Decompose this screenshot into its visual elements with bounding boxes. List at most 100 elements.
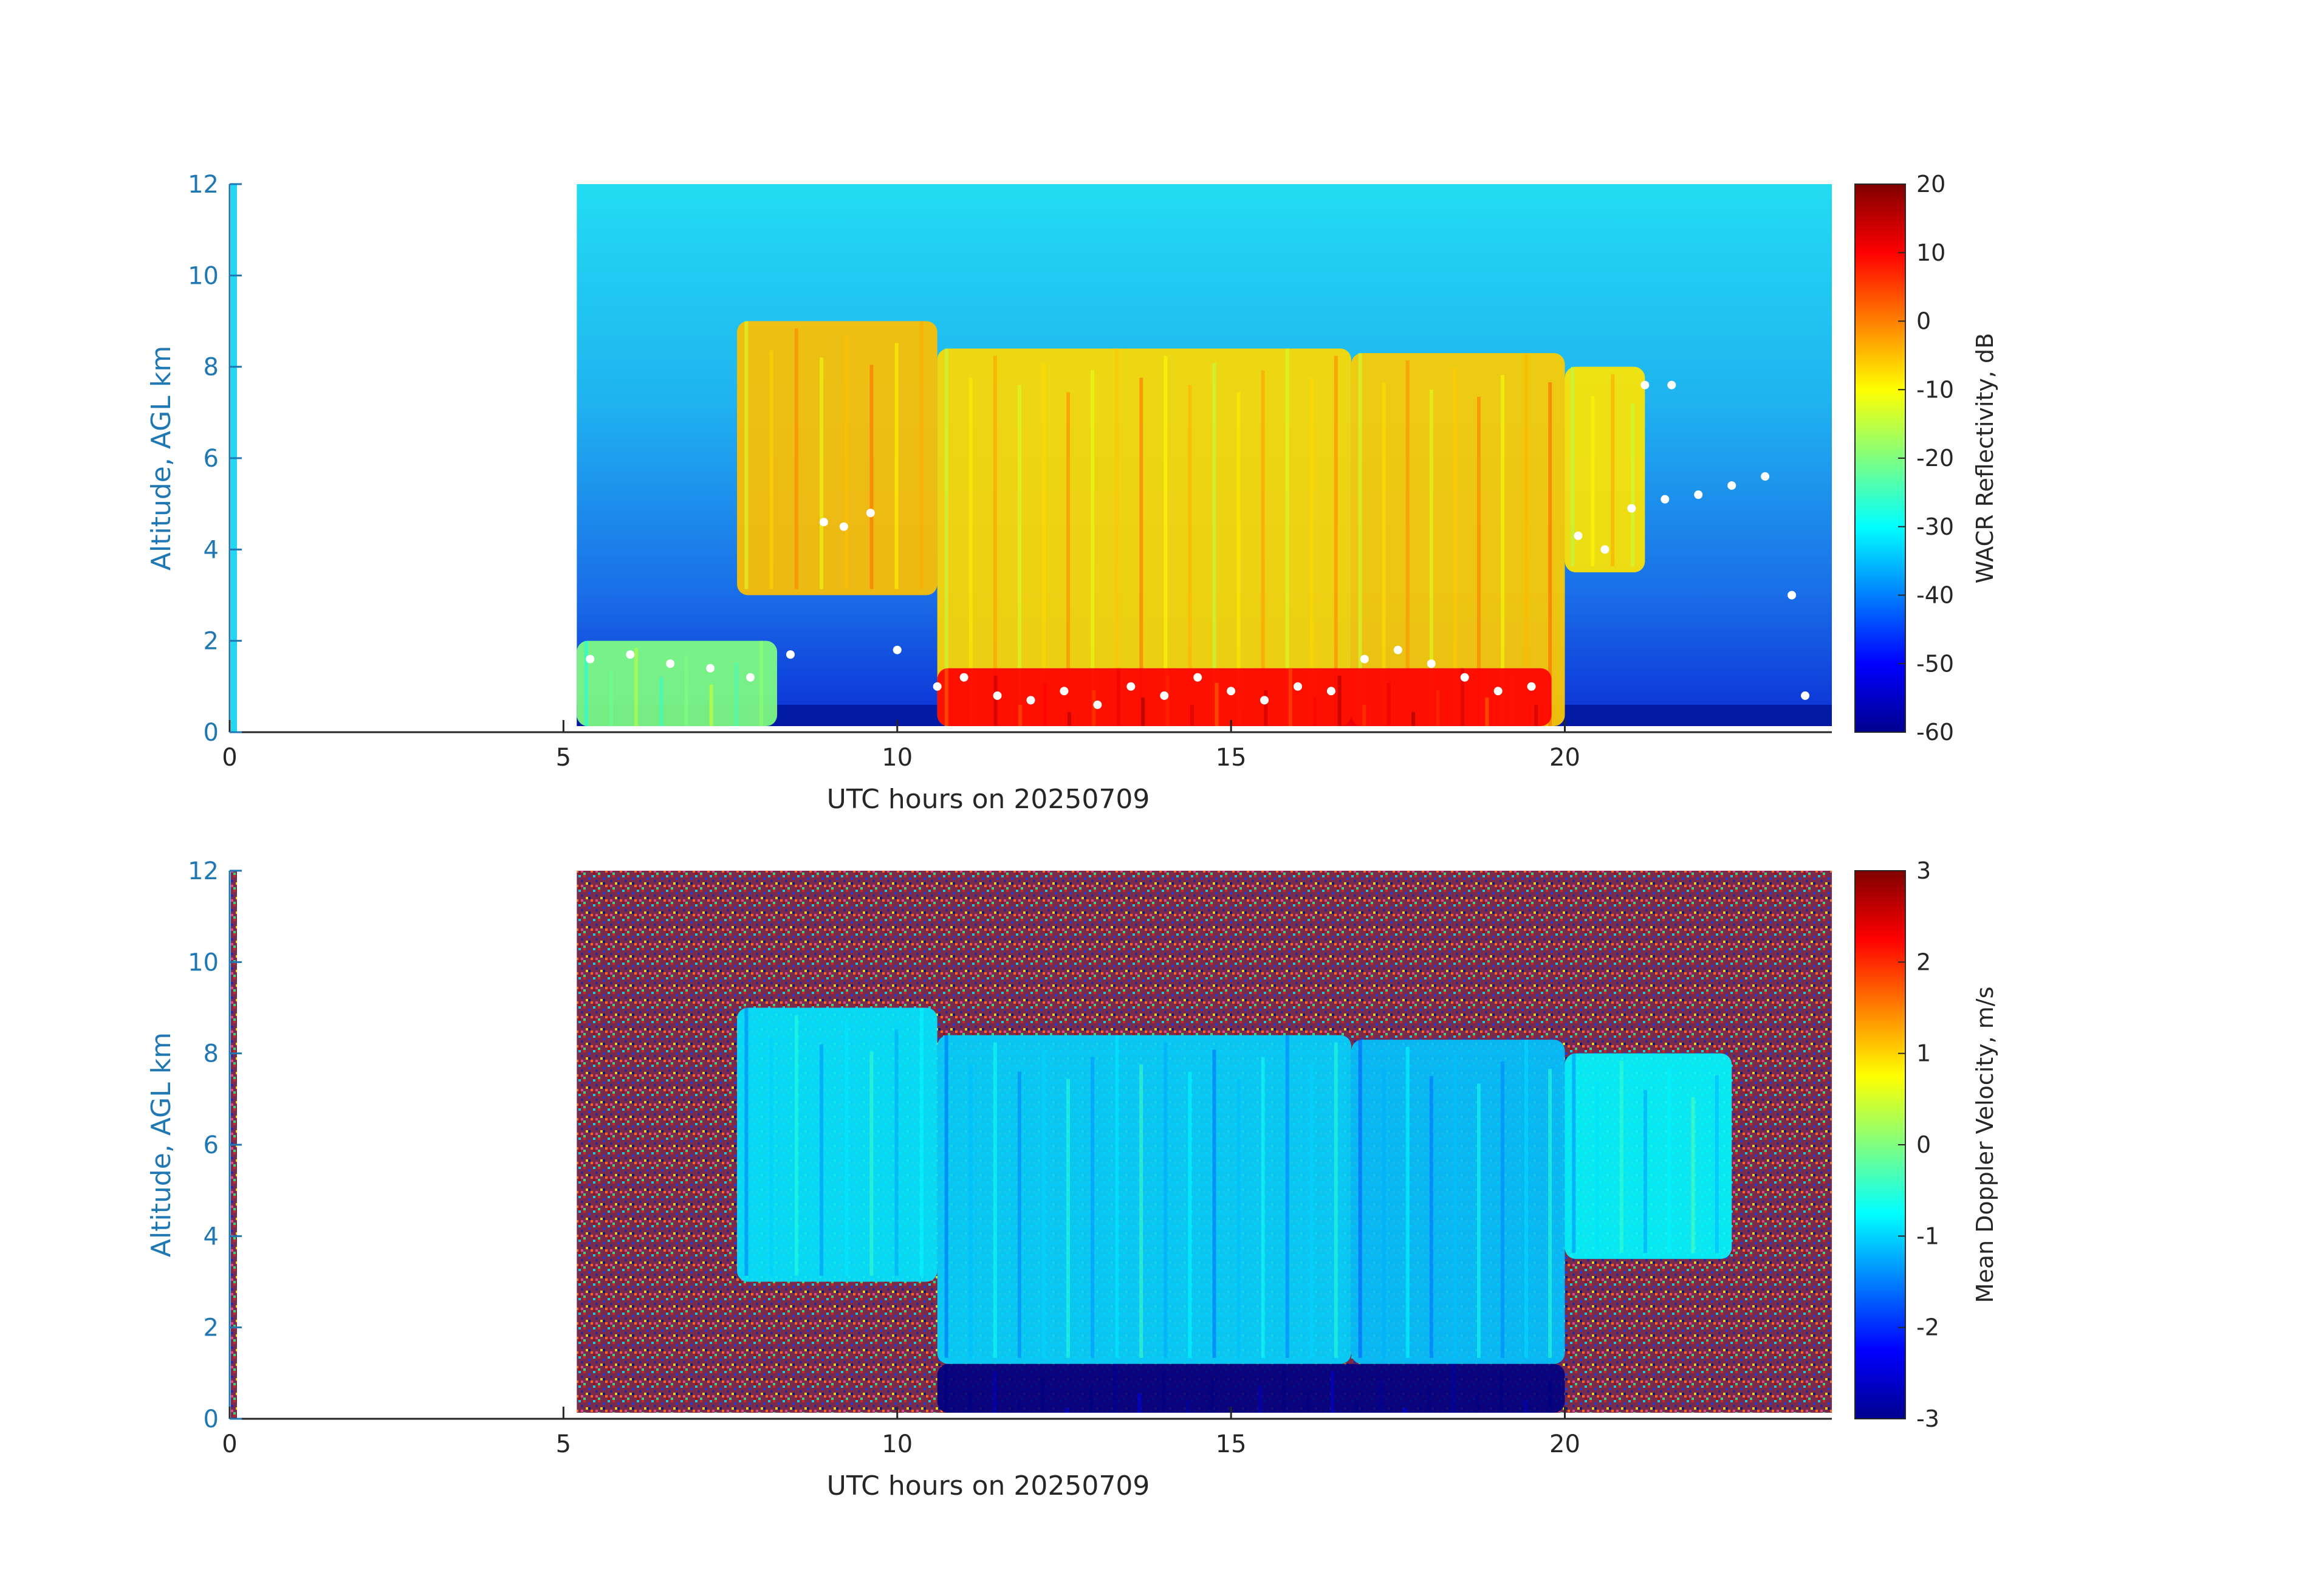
cloud-streak — [1137, 1393, 1142, 1413]
cloud-streak — [709, 684, 713, 726]
colorbar-tick-label: 3 — [1916, 857, 1931, 884]
cloud-streak — [919, 321, 924, 589]
cloud-streak — [1115, 348, 1119, 726]
cloud-base-point — [1493, 687, 1503, 696]
y-tick-label: 2 — [204, 1314, 219, 1342]
cloud-streak — [1285, 1035, 1289, 1358]
cloud-streak — [1534, 704, 1538, 726]
cloud-streak — [1139, 1064, 1143, 1358]
cloud-streak — [1165, 675, 1170, 726]
cloud-streak — [1334, 1042, 1338, 1358]
cloud-base-point — [1788, 591, 1797, 600]
cloud-base-point — [1661, 495, 1670, 504]
cloud-streak — [1476, 1083, 1481, 1358]
cloud-streak — [1017, 1071, 1021, 1358]
y-tick-label: 4 — [204, 536, 219, 564]
cloud-streak — [1164, 355, 1168, 726]
x-tick-label: 5 — [556, 744, 571, 772]
cloud-streak — [1427, 1385, 1431, 1413]
cloud-streak — [684, 655, 688, 726]
cloud-streak — [1643, 1089, 1647, 1253]
cloud-region — [1565, 366, 1645, 572]
y-tick-label: 0 — [204, 719, 219, 747]
cloud-base-point — [933, 682, 942, 691]
y-tick-label: 12 — [188, 857, 219, 885]
cloud-streak — [1405, 1047, 1410, 1358]
cloud-streak — [1337, 675, 1342, 726]
cloud-streak — [759, 640, 764, 726]
cloud-region — [937, 668, 1552, 726]
cloud-base-point — [1227, 687, 1236, 696]
cloud-streak — [1411, 712, 1416, 726]
cloud-streak — [1429, 1076, 1433, 1358]
cloud-streak — [993, 1371, 997, 1413]
colorbar-tick-label: -40 — [1916, 582, 1954, 609]
cloud-streak — [1596, 1082, 1600, 1253]
cloud-base-point — [1160, 691, 1169, 700]
cloud-base-point — [1727, 481, 1736, 490]
cloud-streak — [1185, 1400, 1190, 1413]
cloud-base-point — [839, 522, 848, 531]
cloud-region — [937, 1363, 1565, 1413]
cloud-streak — [993, 1042, 997, 1358]
cloud-streak — [1018, 704, 1023, 726]
cloud-streak — [1358, 353, 1362, 726]
colorbar-tick-label: -10 — [1916, 376, 1954, 403]
cloud-streak — [1113, 1363, 1117, 1413]
cloud-streak — [919, 1007, 924, 1276]
panel-1: 0 5 10 15 20 0 2 4 6 8 10 12 UTC hours on 20250709 Al… — [146, 171, 1998, 815]
cloud-streak — [1188, 1071, 1192, 1358]
cloud-streak — [1043, 682, 1047, 726]
colorbar-tick-label: -50 — [1916, 650, 1954, 677]
cloud-streak — [1091, 1057, 1095, 1358]
cloud-streak — [1354, 1400, 1359, 1413]
cloud-streak — [820, 357, 824, 589]
colorbar — [1854, 870, 1906, 1419]
cloud-streak — [820, 1044, 824, 1276]
cloud-streak — [584, 640, 588, 726]
cloud-base-point — [1360, 654, 1369, 664]
cloud-streak — [1164, 1042, 1168, 1358]
x-tick-label: 15 — [1216, 744, 1247, 772]
colorbar-label: Mean Doppler Velocity, m/s — [1972, 987, 1998, 1303]
cloud-streak — [659, 677, 663, 726]
cloud-base-point — [1627, 504, 1636, 513]
cloud-base-point — [1193, 673, 1202, 682]
cloud-streak — [1572, 1053, 1576, 1253]
cloud-streak — [634, 648, 639, 726]
cloud-region — [1351, 353, 1565, 726]
cloud-streak — [769, 350, 773, 589]
cloud-base-point — [1026, 696, 1035, 705]
colorbar — [1854, 184, 1906, 733]
cloud-streak — [1092, 690, 1096, 726]
cloud-streak — [845, 1022, 849, 1276]
cloud-streak — [968, 1393, 973, 1413]
cloud-streak — [794, 328, 798, 589]
y-tick-label: 6 — [204, 1131, 219, 1159]
cloud-streak — [1509, 675, 1513, 726]
cloud-streak — [1016, 1400, 1021, 1413]
y-tick-label: 12 — [188, 171, 219, 199]
cloud-streak — [744, 1007, 749, 1276]
cloud-streak — [944, 348, 948, 726]
cloud-streak — [1382, 1069, 1386, 1358]
y-axis-label: Altitude, AGL km — [146, 346, 177, 571]
cloud-streak — [1188, 385, 1192, 726]
cloud-base-point — [893, 645, 902, 654]
cloud-streak — [1451, 1363, 1455, 1413]
y-tick-label: 4 — [204, 1223, 219, 1250]
cloud-base-point — [1801, 691, 1810, 700]
cloud-streak — [1571, 366, 1575, 566]
colorbar-tick-label: -2 — [1916, 1314, 1939, 1341]
cloud-region — [1351, 1040, 1565, 1364]
colorbar-tick-label: 10 — [1916, 239, 1945, 266]
cloud-streak — [1190, 704, 1195, 726]
cloud-base-point — [1574, 531, 1583, 540]
cloud-streak — [1041, 363, 1046, 726]
cloud-streak — [1234, 1407, 1238, 1413]
cloud-streak — [1285, 348, 1289, 726]
colorbar-tick-label: 0 — [1916, 308, 1931, 335]
cloud-streak — [734, 662, 738, 726]
cloud-streak — [1715, 1075, 1719, 1253]
cloud-streak — [609, 670, 613, 726]
